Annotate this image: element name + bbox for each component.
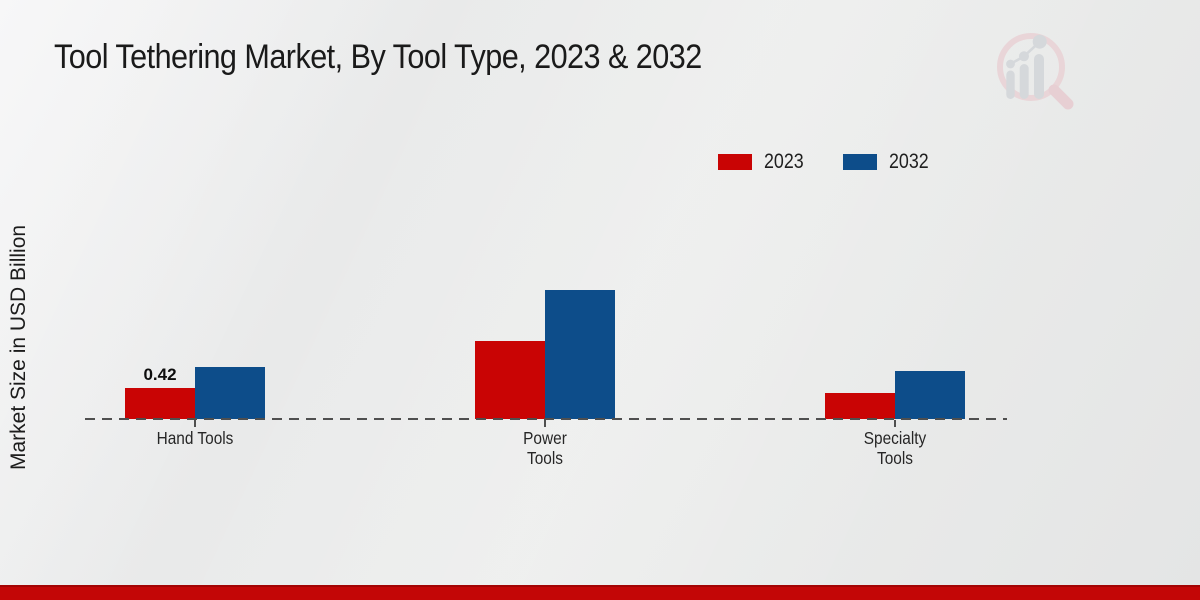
bar-2023-hand-tools xyxy=(125,388,195,419)
bar-figure-medium-icon xyxy=(1019,64,1029,99)
bar-2032-power-tools xyxy=(545,290,615,419)
axis-tick-power-tools xyxy=(544,420,546,427)
market-research-future-watermark-icon xyxy=(997,33,1074,110)
axis-tick-hand-tools xyxy=(194,420,196,427)
category-label-specialty-tools: Specialty Tools xyxy=(863,428,927,468)
legend-item-2032: 2032 xyxy=(842,150,936,174)
legend-swatch-2023 xyxy=(718,154,752,170)
magnifier-handle-icon xyxy=(1048,84,1074,110)
axis-tick-specialty-tools xyxy=(894,420,896,427)
category-label-power-tools: Power Tools xyxy=(523,428,567,468)
bar-2032-hand-tools xyxy=(195,367,265,419)
bar-figure-medium-head-icon xyxy=(1019,51,1029,62)
legend-swatch-2032 xyxy=(842,154,877,170)
category-label-hand-tools: Hand Tools xyxy=(156,428,234,448)
bottom-red-stripe xyxy=(0,585,1200,600)
bar-value-label: 0.42 xyxy=(143,365,177,384)
chart-title: Tool Tethering Market, By Tool Type, 202… xyxy=(54,38,702,76)
bar-figure-tall-icon xyxy=(1034,54,1044,99)
legend-item-2023: 2023 xyxy=(718,150,811,174)
legend: 2023 2032 xyxy=(718,150,935,174)
bar-2032-specialty-tools xyxy=(895,371,965,419)
bar-2023-specialty-tools xyxy=(825,393,895,419)
bar-figure-small-icon xyxy=(1006,70,1015,99)
bar-figure-tall-head-icon xyxy=(1032,34,1047,49)
bar-figure-small-head-icon xyxy=(1006,59,1015,69)
bar-2023-power-tools xyxy=(475,341,545,419)
legend-label-2023: 2023 xyxy=(764,150,804,173)
x-axis-dashed-line xyxy=(85,418,1007,420)
legend-label-2032: 2032 xyxy=(888,150,929,173)
magnifier-lens-icon xyxy=(997,33,1065,101)
